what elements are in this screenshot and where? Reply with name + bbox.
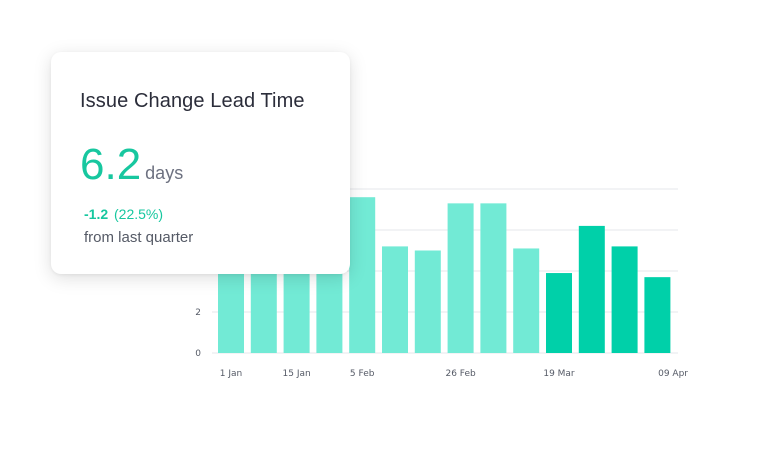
x-tick-label-3: 26 Feb — [445, 369, 476, 379]
y-tick-label-1: 2 — [195, 308, 201, 318]
bar-9 — [513, 248, 540, 353]
x-tick-label-4: 19 Mar — [543, 369, 575, 379]
y-axis-ticks: 02 — [195, 308, 201, 359]
change-percent: (22.5%) — [114, 206, 164, 222]
bar-13 — [644, 277, 671, 353]
bar-4 — [349, 197, 376, 353]
bar-12 — [611, 246, 638, 353]
card-title: Issue Change Lead Time — [80, 90, 305, 112]
change-value: -1.2 — [84, 206, 109, 222]
y-tick-label-0: 0 — [195, 349, 201, 359]
metric-unit: days — [145, 163, 184, 183]
bar-11 — [578, 225, 605, 353]
x-tick-label-2: 5 Feb — [350, 369, 375, 379]
metric-card: Issue Change Lead Time 6.2 days -1.2 (22.… — [51, 52, 350, 274]
bar-5 — [382, 246, 408, 353]
bar-10 — [546, 273, 572, 353]
bar-6 — [414, 250, 441, 353]
x-tick-label-0: 1 Jan — [220, 369, 242, 379]
metric-value: 6.2 — [80, 140, 142, 189]
x-axis-ticks: 1 Jan 15 Jan 5 Feb 26 Feb 19 Mar 09 Apr — [220, 369, 689, 379]
bar-7 — [447, 203, 474, 353]
x-tick-label-1: 15 Jan — [283, 369, 311, 379]
change-indicator: -1.2 (22.5%) — [84, 206, 163, 222]
bar-8 — [480, 203, 507, 353]
x-tick-label-5: 09 Apr — [658, 369, 688, 379]
metric: 6.2 days — [80, 140, 183, 190]
comparison-label: from last quarter — [84, 229, 194, 246]
